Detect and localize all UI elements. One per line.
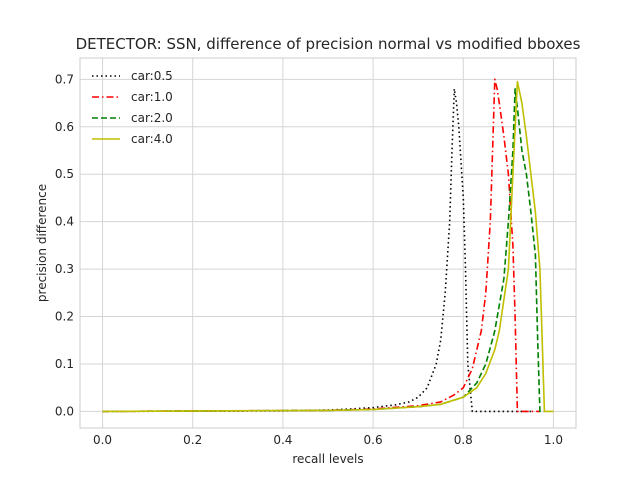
x-axis-label: recall levels (292, 452, 363, 466)
series-layer (102, 78, 554, 413)
legend: car:0.5 car:1.0 car:2.0 car:4.0 (92, 69, 173, 146)
legend-entry: car:1.0 (131, 90, 173, 104)
y-axis-ticks: 0.0 0.1 0.2 0.3 0.4 0.5 0.6 0.7 (55, 72, 74, 418)
plot-frame (79, 57, 577, 429)
chart-title: DETECTOR: SSN, difference of precision n… (76, 35, 581, 53)
legend-entry: car:2.0 (131, 111, 173, 125)
series-line (102, 80, 554, 413)
x-tick-label: 1.0 (544, 433, 563, 447)
x-tick-label: 0.0 (93, 433, 112, 447)
legend-entry: car:4.0 (131, 132, 173, 146)
y-tick-label: 0.4 (55, 215, 74, 229)
x-axis-ticks: 0.0 0.2 0.4 0.6 0.8 1.0 (93, 433, 563, 447)
x-tick-label: 0.6 (364, 433, 383, 447)
x-tick-label: 0.2 (183, 433, 202, 447)
series-line (102, 78, 540, 413)
series-line (102, 88, 545, 413)
y-tick-label: 0.0 (55, 404, 74, 418)
y-tick-label: 0.1 (55, 357, 74, 371)
legend-entry: car:0.5 (131, 69, 173, 83)
y-axis-label: precision difference (35, 184, 49, 302)
series-line (102, 88, 531, 413)
x-tick-label: 0.4 (273, 433, 292, 447)
y-tick-label: 0.5 (55, 167, 74, 181)
y-tick-label: 0.2 (55, 310, 74, 324)
y-tick-label: 0.3 (55, 262, 74, 276)
x-tick-label: 0.8 (454, 433, 473, 447)
y-tick-label: 0.7 (55, 72, 74, 86)
y-tick-label: 0.6 (55, 120, 74, 134)
